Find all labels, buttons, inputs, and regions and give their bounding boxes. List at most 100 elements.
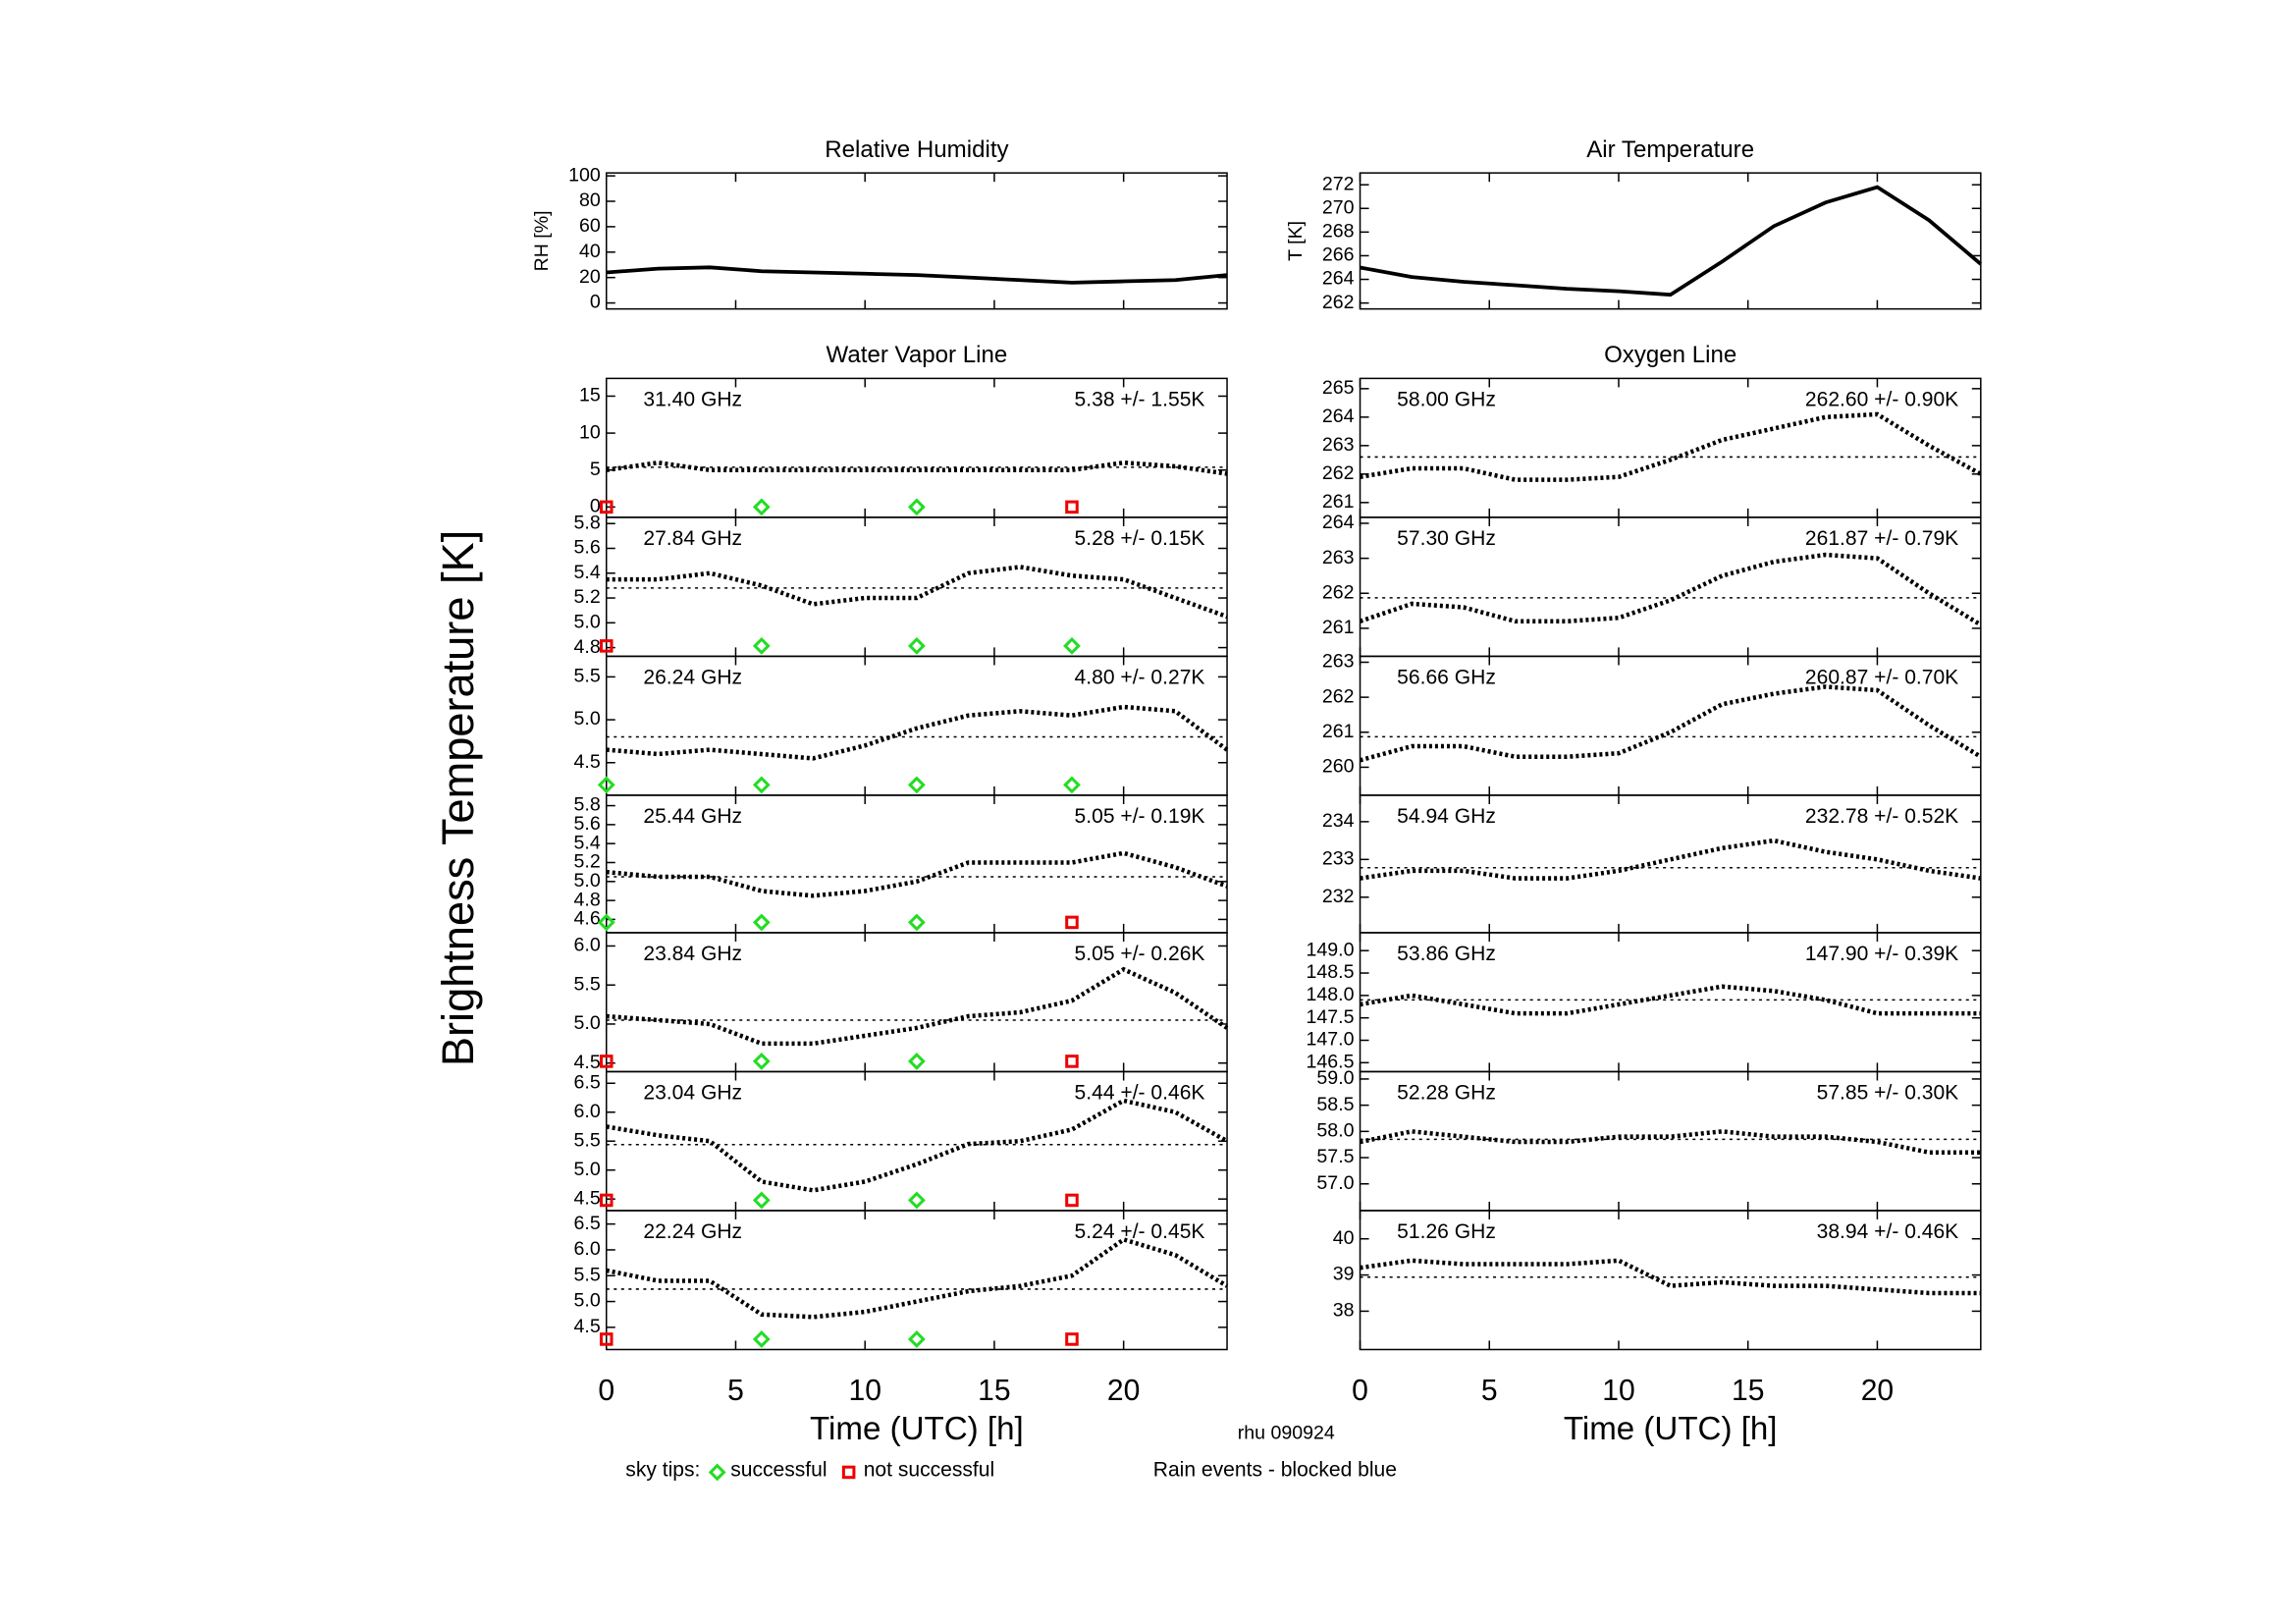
x-tick-label: 15: [978, 1375, 1010, 1407]
y-tick-label: 233: [1322, 848, 1355, 870]
x-tick-label: 10: [1602, 1375, 1634, 1407]
y-tick-label: 57.5: [1316, 1146, 1354, 1167]
y-tick-label: 59.0: [1316, 1067, 1354, 1089]
y-tick-label: 5.5: [574, 666, 601, 687]
y-tick-label: 39: [1333, 1264, 1355, 1285]
y-tick-label: 4.5: [574, 1187, 601, 1209]
mean-annotation: 5.44 +/- 0.46K: [1075, 1082, 1205, 1105]
figure-ylabel: Brightness Temperature [K]: [433, 530, 483, 1066]
sky-tip-successful: [907, 498, 926, 516]
data-scatter: [606, 460, 1228, 476]
y-tick-label: 148.0: [1307, 984, 1355, 1005]
y-tick-label: 0: [590, 496, 601, 517]
sky-tip-failed: [599, 1193, 614, 1208]
y-tick-label: 5.0: [574, 1290, 601, 1312]
y-axis-label: T [K]: [1285, 221, 1307, 261]
y-tick-label: 5.5: [574, 1129, 601, 1151]
y-tick-label: 5: [590, 459, 601, 480]
rain-note: Rain events - blocked blue: [1153, 1458, 1397, 1481]
sky-tip-successful: [1063, 776, 1081, 794]
data-scatter: [606, 1236, 1229, 1320]
data-scatter: [606, 704, 1229, 761]
y-tick-label: 260: [1322, 756, 1355, 778]
y-tick-label: 15: [579, 385, 601, 406]
legend-label: sky tips:: [625, 1458, 700, 1481]
y-tick-label: 272: [1322, 173, 1355, 194]
channel-label: 31.40 GHz: [643, 389, 742, 411]
x-tick-label: 0: [598, 1375, 614, 1407]
y-tick-label: 147.5: [1307, 1006, 1355, 1028]
x-tick-label: 20: [1107, 1375, 1140, 1407]
data-scatter: [1360, 1129, 1981, 1155]
y-tick-label: 5.0: [574, 611, 601, 632]
sky-tip-successful: [907, 636, 926, 655]
y-tick-label: 5.2: [574, 851, 601, 873]
sky-tip-failed: [599, 1332, 614, 1346]
sky-tip-successful: [907, 913, 926, 932]
y-tick-label: 5.8: [574, 794, 601, 816]
data-scatter: [606, 850, 1228, 898]
y-tick-label: 264: [1322, 406, 1355, 427]
legend-item: successful: [730, 1458, 827, 1481]
y-tick-label: 0: [590, 292, 601, 313]
sky-tip-successful: [907, 1053, 926, 1070]
data-scatter: [1360, 411, 1982, 482]
y-tick-label: 268: [1322, 221, 1355, 243]
x-tick-label: 0: [1352, 1375, 1368, 1407]
sky-tip-failed: [1065, 1332, 1079, 1346]
panel-frame: [605, 172, 1228, 310]
channel-label: 27.84 GHz: [643, 527, 742, 550]
y-tick-label: 5.6: [574, 813, 601, 835]
y-tick-label: 266: [1322, 244, 1355, 266]
y-tick-label: 20: [579, 266, 601, 288]
sky-tip-failed: [599, 500, 614, 514]
y-tick-label: 5.4: [574, 832, 601, 853]
panel-frame: [605, 1210, 1228, 1351]
mean-annotation: 260.87 +/- 0.70K: [1805, 667, 1958, 689]
panel-frame: [1359, 1210, 1982, 1351]
y-tick-label: 4.8: [574, 889, 601, 910]
sky-tip-failed: [1065, 915, 1079, 930]
y-tick-label: 232: [1322, 886, 1355, 907]
x-tick-label: 15: [1732, 1375, 1764, 1407]
y-tick-label: 100: [568, 164, 601, 186]
sky-tip-successful: [752, 776, 771, 794]
sky-tip-failed: [599, 1055, 614, 1068]
y-tick-label: 147.0: [1307, 1029, 1355, 1051]
mean-annotation: 5.05 +/- 0.19K: [1075, 805, 1205, 828]
panel-frame: [1359, 172, 1982, 310]
data-scatter: [1360, 984, 1981, 1016]
sky-tip-successful: [597, 776, 615, 794]
data-line: [1360, 185, 1983, 298]
y-tick-label: 58.0: [1316, 1120, 1354, 1142]
legend-item: not successful: [864, 1458, 994, 1481]
y-tick-label: 262: [1322, 292, 1355, 313]
y-tick-label: 261: [1322, 617, 1355, 638]
y-tick-label: 58.5: [1316, 1094, 1354, 1115]
y-tick-label: 263: [1322, 547, 1355, 568]
y-tick-label: 5.6: [574, 537, 601, 559]
channel-label: 51.26 GHz: [1397, 1220, 1496, 1243]
y-tick-label: 261: [1322, 721, 1355, 742]
sky-tip-successful: [752, 1053, 771, 1070]
y-tick-label: 5.4: [574, 562, 601, 583]
footer: rhu 090924: [1238, 1422, 1335, 1443]
y-tick-label: 6.5: [574, 1213, 601, 1234]
mean-annotation: 5.24 +/- 0.45K: [1075, 1220, 1205, 1243]
mean-annotation: 5.38 +/- 1.55K: [1075, 389, 1205, 411]
y-tick-label: 6.0: [574, 1101, 601, 1122]
y-tick-label: 262: [1322, 581, 1355, 603]
channel-label: 54.94 GHz: [1397, 805, 1496, 828]
y-tick-label: 5.8: [574, 512, 601, 533]
channel-label: 58.00 GHz: [1397, 389, 1496, 411]
mean-annotation: 38.94 +/- 0.46K: [1817, 1220, 1959, 1243]
data-scatter: [606, 1098, 1229, 1193]
channel-label: 26.24 GHz: [643, 667, 742, 689]
y-tick-label: 4.5: [574, 1052, 601, 1073]
data-scatter: [1359, 684, 1983, 763]
y-tick-label: 4.5: [574, 1316, 601, 1337]
y-tick-label: 5.5: [574, 973, 601, 995]
panel-title: Air Temperature: [1586, 136, 1754, 163]
